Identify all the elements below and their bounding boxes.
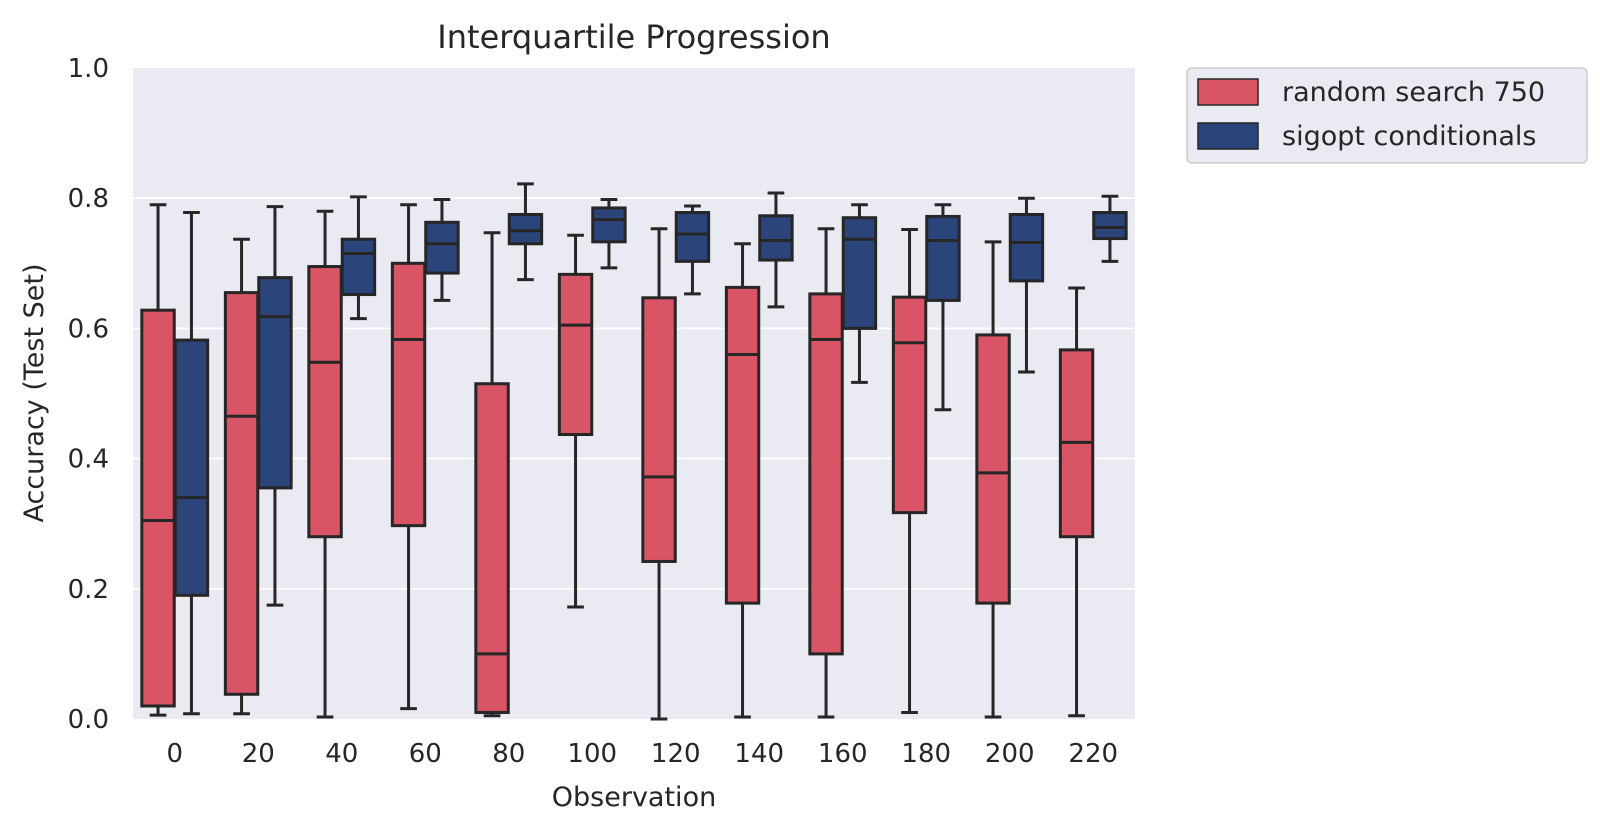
box-random-search-0 bbox=[140, 203, 176, 717]
y-tick-label: 0.2 bbox=[68, 575, 109, 605]
chart-title: Interquartile Progression bbox=[437, 18, 830, 56]
box-random-search-60 bbox=[390, 203, 427, 711]
interquartile-box bbox=[975, 333, 1011, 605]
box-sigopt-160 bbox=[841, 203, 878, 384]
interquartile-box bbox=[340, 237, 377, 297]
interquartile-box bbox=[223, 291, 260, 696]
box-random-search-160 bbox=[808, 227, 844, 719]
x-tick-label: 140 bbox=[734, 739, 784, 769]
interquartile-box bbox=[641, 296, 677, 563]
box-random-search-120 bbox=[641, 227, 677, 721]
box-sigopt-180 bbox=[925, 203, 961, 412]
box-sigopt-200 bbox=[1008, 196, 1045, 374]
box-sigopt-140 bbox=[758, 191, 794, 309]
x-axis-title: Observation bbox=[552, 782, 716, 813]
box-random-search-80 bbox=[474, 231, 510, 718]
interquartile-box bbox=[390, 261, 427, 528]
legend-frame bbox=[1186, 67, 1588, 164]
interquartile-box bbox=[307, 265, 343, 539]
interquartile-box bbox=[674, 211, 711, 263]
interquartile-box bbox=[808, 292, 844, 656]
interquartile-box bbox=[1092, 211, 1128, 241]
box-random-search-180 bbox=[891, 227, 928, 714]
y-tick-label: 0.8 bbox=[68, 184, 109, 214]
legend-swatch-sigopt bbox=[1197, 122, 1259, 150]
x-tick-label: 60 bbox=[409, 739, 442, 769]
x-tick-label: 0 bbox=[166, 739, 183, 769]
x-tick-label: 200 bbox=[985, 739, 1035, 769]
box-random-search-140 bbox=[724, 242, 761, 719]
x-tick-label: 40 bbox=[325, 739, 358, 769]
legend-label-sigopt: sigopt conditionals bbox=[1282, 121, 1536, 152]
x-tick-label: 160 bbox=[818, 739, 868, 769]
interquartile-box bbox=[591, 206, 627, 244]
box-random-search-40 bbox=[307, 209, 343, 719]
box-sigopt-60 bbox=[424, 198, 460, 302]
interquartile-box bbox=[891, 295, 928, 515]
box-random-search-200 bbox=[975, 240, 1011, 719]
box-random-search-20 bbox=[223, 237, 260, 716]
interquartile-box bbox=[758, 214, 794, 262]
y-tick-labels: 0.0 0.2 0.4 0.6 0.8 1.0 bbox=[68, 54, 109, 735]
box-random-search-100 bbox=[557, 233, 594, 609]
x-tick-label: 80 bbox=[492, 739, 525, 769]
x-tick-label: 20 bbox=[242, 739, 275, 769]
interquartile-box bbox=[841, 216, 878, 330]
box-sigopt-0 bbox=[173, 211, 210, 716]
box-sigopt-80 bbox=[507, 182, 544, 282]
y-tick-label: 0.6 bbox=[68, 314, 109, 344]
y-tick-label: 0.4 bbox=[68, 445, 109, 475]
x-tick-label: 120 bbox=[651, 739, 701, 769]
x-tick-labels: 0 20 40 60 80 100 120 140 160 180 200 220 bbox=[166, 739, 1118, 769]
x-tick-label: 180 bbox=[901, 739, 951, 769]
box-series bbox=[140, 182, 1128, 721]
legend-label-random-search: random search 750 bbox=[1282, 77, 1545, 108]
x-tick-label: 100 bbox=[567, 739, 617, 769]
y-axis-title: Accuracy (Test Set) bbox=[19, 263, 50, 522]
interquartile-box bbox=[474, 382, 510, 714]
interquartile-box bbox=[507, 212, 544, 246]
interquartile-box bbox=[1008, 212, 1045, 283]
legend: random search 750 sigopt conditionals bbox=[1186, 67, 1588, 164]
interquartile-box bbox=[925, 214, 961, 302]
interquartile-box bbox=[557, 272, 594, 437]
y-tick-label: 0.0 bbox=[68, 705, 109, 735]
interquartile-box bbox=[257, 276, 293, 490]
box-sigopt-120 bbox=[674, 204, 711, 296]
legend-swatch-random-search bbox=[1197, 78, 1259, 106]
interquartile-box bbox=[724, 285, 761, 605]
box-sigopt-100 bbox=[591, 198, 627, 270]
box-sigopt-220 bbox=[1092, 194, 1128, 263]
interquartile-box bbox=[173, 338, 210, 597]
box-sigopt-20 bbox=[257, 205, 293, 607]
plot-area bbox=[133, 68, 1135, 719]
interquartile-box bbox=[424, 220, 460, 275]
box-random-search-220 bbox=[1058, 286, 1095, 718]
gridlines bbox=[133, 197, 1135, 590]
x-tick-label: 220 bbox=[1068, 739, 1118, 769]
interquartile-box bbox=[140, 308, 176, 708]
y-tick-label: 1.0 bbox=[68, 54, 109, 84]
box-sigopt-40 bbox=[340, 195, 377, 321]
